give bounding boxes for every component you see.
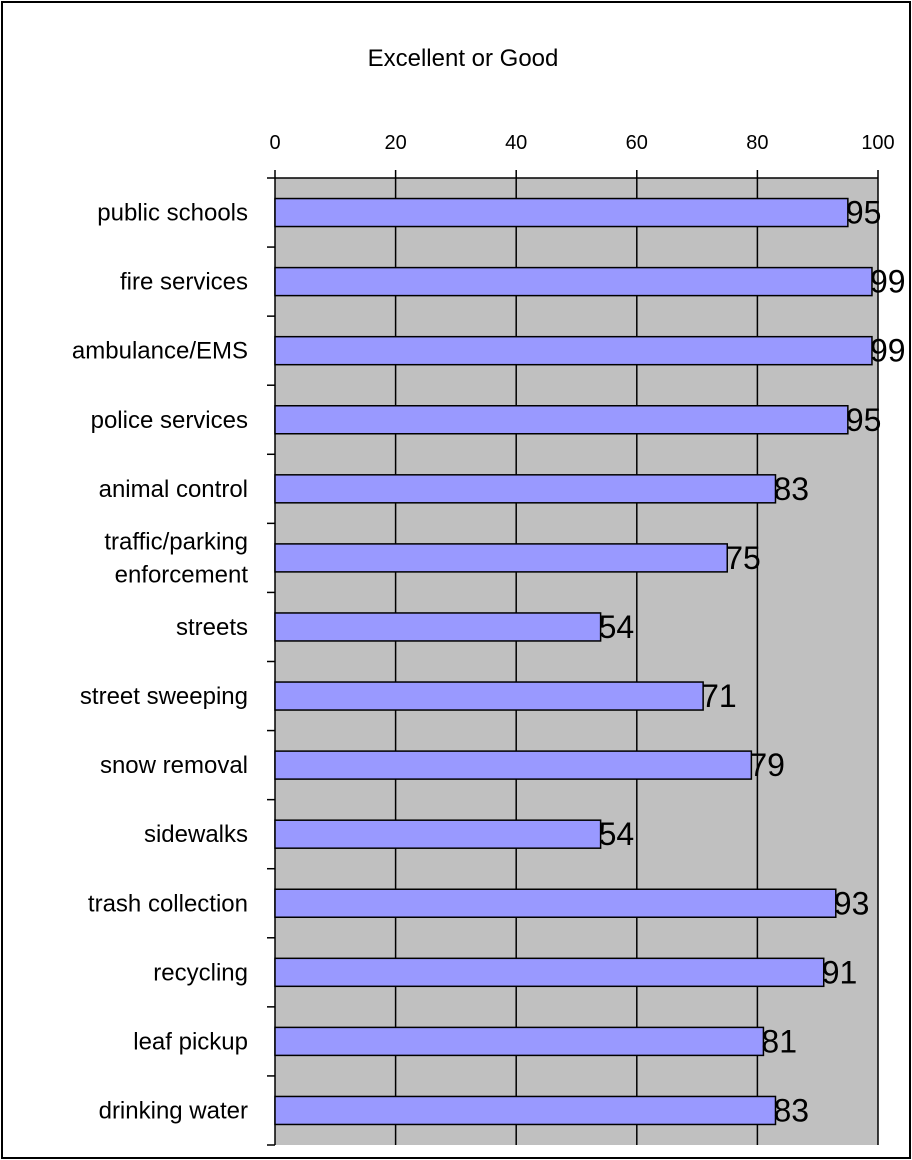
category-label-5: traffic/parking enforcement [104,528,248,588]
category-label-9-line-0: sidewalks [144,821,248,848]
category-label-8: snow removal [100,752,248,779]
bar-9 [274,819,602,849]
category-label-5-line-0: traffic/parking [104,528,248,555]
value-label-5: 75 [725,540,761,576]
bar-4 [274,474,777,504]
value-label-10: 93 [834,885,870,921]
x-tick-label-0: 0 [269,132,280,154]
bar-7 [274,681,704,711]
category-label-10-line-0: trash collection [88,890,248,917]
category-label-8-line-0: snow removal [100,752,248,779]
category-label-1: fire services [120,269,248,296]
x-tick-label-3: 60 [626,132,648,154]
category-label-11-line-0: recycling [153,959,248,986]
x-tick-label-4: 80 [746,132,768,154]
value-label-0: 95 [846,195,882,231]
value-label-2: 99 [870,333,906,369]
category-labels: public schools fire services ambulance/EMS… [72,200,248,1125]
bar-8 [274,750,753,780]
category-label-13-line-0: drinking water [99,1097,248,1124]
bar-5 [274,543,728,573]
category-label-12-line-0: leaf pickup [133,1028,248,1055]
category-label-2-line-0: ambulance/EMS [72,338,248,365]
x-tick-label-1: 20 [384,132,406,154]
value-label-13: 83 [773,1092,809,1128]
bar-10 [274,888,837,918]
bar-3 [274,405,849,435]
bars [274,197,873,1126]
value-label-12: 81 [761,1023,797,1059]
bar-6 [274,612,602,642]
value-label-1: 99 [870,264,906,300]
category-label-4: animal control [99,476,248,503]
value-labels: 95 99 99 95 83 75 54 71 79 54 93 91 81 83 [599,195,906,1129]
category-label-6-line-0: streets [176,614,248,641]
x-tick-labels: 0 20 40 60 80 100 [269,132,894,154]
bar-0 [274,197,849,228]
category-label-6: streets [176,614,248,641]
bar-2 [274,335,873,366]
x-tick-label-2: 40 [505,132,527,154]
value-label-11: 91 [822,954,858,990]
category-label-5-line-1: enforcement [115,561,249,588]
category-label-12: leaf pickup [133,1028,248,1055]
chart-title: Excellent or Good [368,45,559,72]
value-label-4: 83 [773,471,809,507]
value-label-8: 79 [749,747,785,783]
category-label-3-line-0: police services [91,407,248,434]
bar-1 [274,266,873,297]
category-label-2: ambulance/EMS [72,338,248,365]
category-label-11: recycling [153,959,248,986]
value-label-9: 54 [599,816,635,852]
plot-area [275,178,878,1145]
bar-13 [274,1095,777,1126]
value-label-7: 71 [701,678,737,714]
x-tick-label-5: 100 [861,132,894,154]
bar-12 [274,1026,765,1057]
value-label-3: 95 [846,402,882,438]
category-label-13: drinking water [99,1097,248,1124]
category-label-3: police services [91,407,248,434]
category-label-0: public schools [97,200,248,227]
value-label-6: 54 [599,609,635,645]
category-label-9: sidewalks [144,821,248,848]
category-label-0-line-0: public schools [97,200,248,227]
category-label-10: trash collection [88,890,248,917]
category-label-4-line-0: animal control [99,476,248,503]
bar-11 [274,957,825,988]
category-label-7-line-0: street sweeping [80,683,248,710]
category-label-7: street sweeping [80,683,248,710]
category-label-1-line-0: fire services [120,269,248,296]
